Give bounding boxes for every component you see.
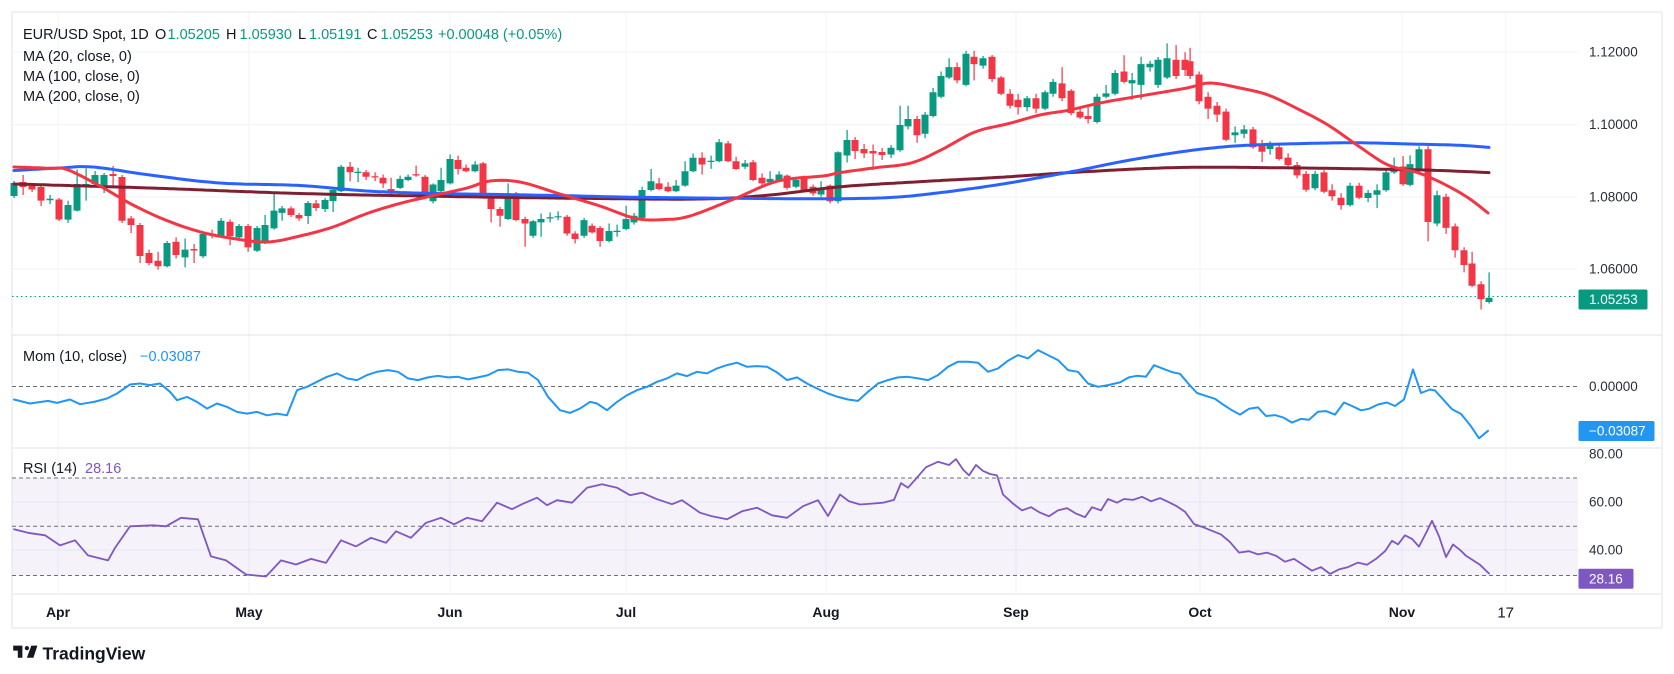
svg-text:Jun: Jun (438, 604, 463, 620)
svg-text:MA (200, close, 0): MA (200, close, 0) (23, 89, 140, 105)
svg-text:60.00: 60.00 (1589, 495, 1623, 510)
svg-text:Sep: Sep (1003, 604, 1029, 620)
svg-text:1.08000: 1.08000 (1589, 190, 1638, 205)
svg-text:28.16: 28.16 (1589, 571, 1623, 586)
svg-text:1.05253: 1.05253 (1589, 292, 1638, 307)
svg-text:EUR/USD Spot, 1D: EUR/USD Spot, 1D (23, 27, 149, 43)
svg-text:1.05930: 1.05930 (240, 27, 292, 43)
svg-text:C: C (367, 27, 377, 43)
svg-text:Aug: Aug (812, 604, 839, 620)
svg-text:L: L (298, 27, 306, 43)
svg-text:Jul: Jul (616, 604, 636, 620)
svg-text:Nov: Nov (1389, 604, 1416, 620)
svg-text:Mom (10, close): Mom (10, close) (23, 349, 127, 365)
svg-text:1.05191: 1.05191 (309, 27, 361, 43)
svg-text:1.06000: 1.06000 (1589, 262, 1638, 277)
svg-text:O: O (155, 27, 166, 43)
svg-text:May: May (235, 604, 262, 620)
svg-text:−0.03087: −0.03087 (140, 349, 201, 365)
svg-text:1.05205: 1.05205 (168, 27, 220, 43)
svg-text:17: 17 (1497, 605, 1514, 622)
svg-text:1.05253: 1.05253 (381, 27, 433, 43)
svg-text:Oct: Oct (1188, 604, 1212, 620)
svg-text:1.10000: 1.10000 (1589, 117, 1638, 132)
svg-text:MA (100, close, 0): MA (100, close, 0) (23, 69, 140, 85)
svg-text:H: H (226, 27, 236, 43)
svg-text:MA (20, close, 0): MA (20, close, 0) (23, 49, 132, 65)
svg-text:0.00000: 0.00000 (1589, 379, 1638, 394)
svg-text:80.00: 80.00 (1589, 447, 1623, 462)
svg-text:28.16: 28.16 (85, 461, 121, 477)
svg-text:40.00: 40.00 (1589, 543, 1623, 558)
svg-text:RSI (14): RSI (14) (23, 461, 77, 477)
svg-text:TradingView: TradingView (43, 644, 146, 664)
svg-text:−0.03087: −0.03087 (1589, 424, 1646, 439)
svg-text:+0.00048 (+0.05%): +0.00048 (+0.05%) (438, 27, 562, 43)
svg-text:Apr: Apr (46, 604, 71, 620)
svg-text:1.12000: 1.12000 (1589, 45, 1638, 60)
